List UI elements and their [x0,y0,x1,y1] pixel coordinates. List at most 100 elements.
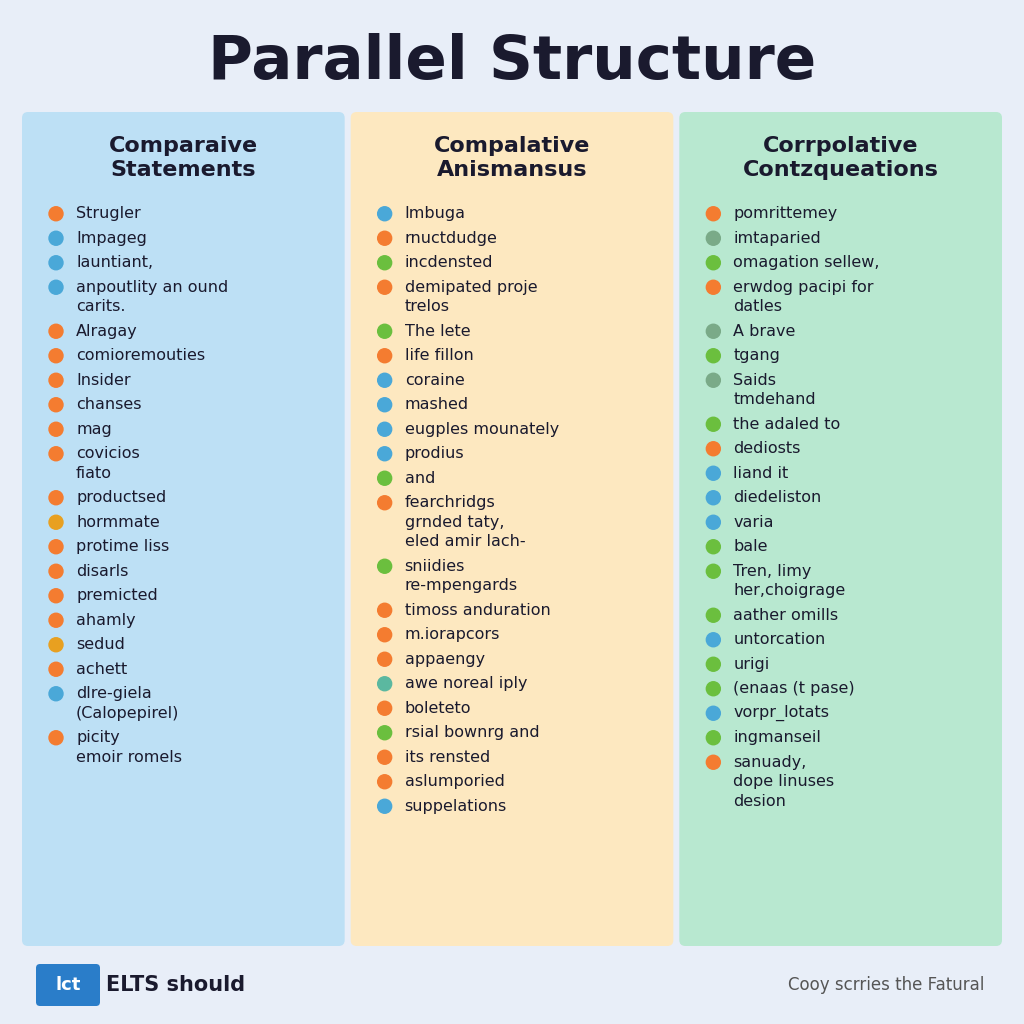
Circle shape [378,800,391,813]
Text: prodius: prodius [404,446,464,461]
Circle shape [49,663,63,676]
Text: Corrpolative
Contzqueations: Corrpolative Contzqueations [742,136,939,180]
Circle shape [378,603,391,617]
Text: dope linuses: dope linuses [733,774,835,790]
Text: tmdehand: tmdehand [733,392,816,408]
Text: dlre-giela: dlre-giela [76,686,152,701]
FancyBboxPatch shape [679,112,1002,946]
Circle shape [707,207,720,221]
Circle shape [49,731,63,744]
Text: launtiant,: launtiant, [76,255,154,270]
Text: untorcation: untorcation [733,632,825,647]
Circle shape [49,638,63,651]
Circle shape [49,490,63,505]
Circle shape [378,628,391,642]
Text: bale: bale [733,540,768,554]
Circle shape [707,707,720,720]
Circle shape [49,540,63,554]
Circle shape [378,677,391,691]
Circle shape [49,207,63,221]
Circle shape [378,256,391,269]
Text: fearchridgs: fearchridgs [404,496,496,510]
Text: fiato: fiato [76,466,112,480]
Text: ingmanseil: ingmanseil [733,730,821,745]
Text: comioremouties: comioremouties [76,348,205,364]
Text: picity: picity [76,730,120,745]
Text: liand it: liand it [733,466,788,480]
Text: aslumporied: aslumporied [404,774,505,790]
Circle shape [49,397,63,412]
Text: ELTS should: ELTS should [106,975,245,995]
Text: vorpr_lotats: vorpr_lotats [733,706,829,721]
Text: chanses: chanses [76,397,141,413]
Text: Saids: Saids [733,373,776,388]
Circle shape [49,589,63,603]
Circle shape [707,441,720,456]
Circle shape [49,256,63,269]
Text: Parallel Structure: Parallel Structure [208,33,816,91]
Circle shape [49,564,63,579]
Circle shape [707,731,720,744]
Circle shape [378,471,391,485]
Text: sniidies: sniidies [404,559,465,573]
Text: eugples mounately: eugples mounately [404,422,559,437]
Circle shape [378,422,391,436]
Text: re-mpengards: re-mpengards [404,579,518,593]
Text: Tren, limy: Tren, limy [733,564,812,579]
Circle shape [378,325,391,338]
Circle shape [707,490,720,505]
Circle shape [707,608,720,623]
Circle shape [378,349,391,362]
Text: desion: desion [733,794,786,809]
Text: covicios: covicios [76,446,139,461]
Text: hormmate: hormmate [76,515,160,529]
Circle shape [49,374,63,387]
Circle shape [378,446,391,461]
Text: Imbuga: Imbuga [404,206,466,221]
Text: sedud: sedud [76,637,125,652]
Text: suppelations: suppelations [404,799,507,814]
Text: life fillon: life fillon [404,348,473,364]
Circle shape [49,515,63,529]
Circle shape [378,374,391,387]
Text: mag: mag [76,422,112,437]
Text: Strugler: Strugler [76,206,140,221]
Text: appaengy: appaengy [404,651,484,667]
Circle shape [49,446,63,461]
Text: Alragay: Alragay [76,324,138,339]
FancyBboxPatch shape [22,112,345,946]
Circle shape [378,751,391,764]
Text: rnuctdudge: rnuctdudge [404,230,498,246]
Circle shape [707,657,720,672]
Circle shape [49,231,63,246]
Circle shape [707,417,720,431]
Text: sanuady,: sanuady, [733,755,807,770]
Circle shape [49,613,63,628]
Circle shape [49,281,63,294]
Circle shape [707,325,720,338]
Text: and: and [404,471,435,485]
Text: datles: datles [733,299,782,314]
Text: trelos: trelos [404,299,450,314]
Text: boleteto: boleteto [404,700,471,716]
Circle shape [707,633,720,647]
Circle shape [49,325,63,338]
Text: pomrittemey: pomrittemey [733,206,838,221]
Circle shape [378,559,391,573]
Text: demipated proje: demipated proje [404,280,538,295]
Text: diedeliston: diedeliston [733,490,821,505]
Circle shape [707,374,720,387]
Text: Insider: Insider [76,373,131,388]
Text: carits.: carits. [76,299,126,314]
Circle shape [378,496,391,510]
Text: erwdog pacipi for: erwdog pacipi for [733,280,873,295]
Text: Cooy scrries the Fatural: Cooy scrries the Fatural [787,976,984,994]
Circle shape [707,256,720,269]
Text: eled amir lach-: eled amir lach- [404,535,525,549]
Text: omagation sellew,: omagation sellew, [733,255,880,270]
Text: productsed: productsed [76,490,166,505]
Circle shape [378,397,391,412]
Circle shape [378,726,391,739]
Text: grnded taty,: grnded taty, [404,515,504,529]
Circle shape [49,422,63,436]
